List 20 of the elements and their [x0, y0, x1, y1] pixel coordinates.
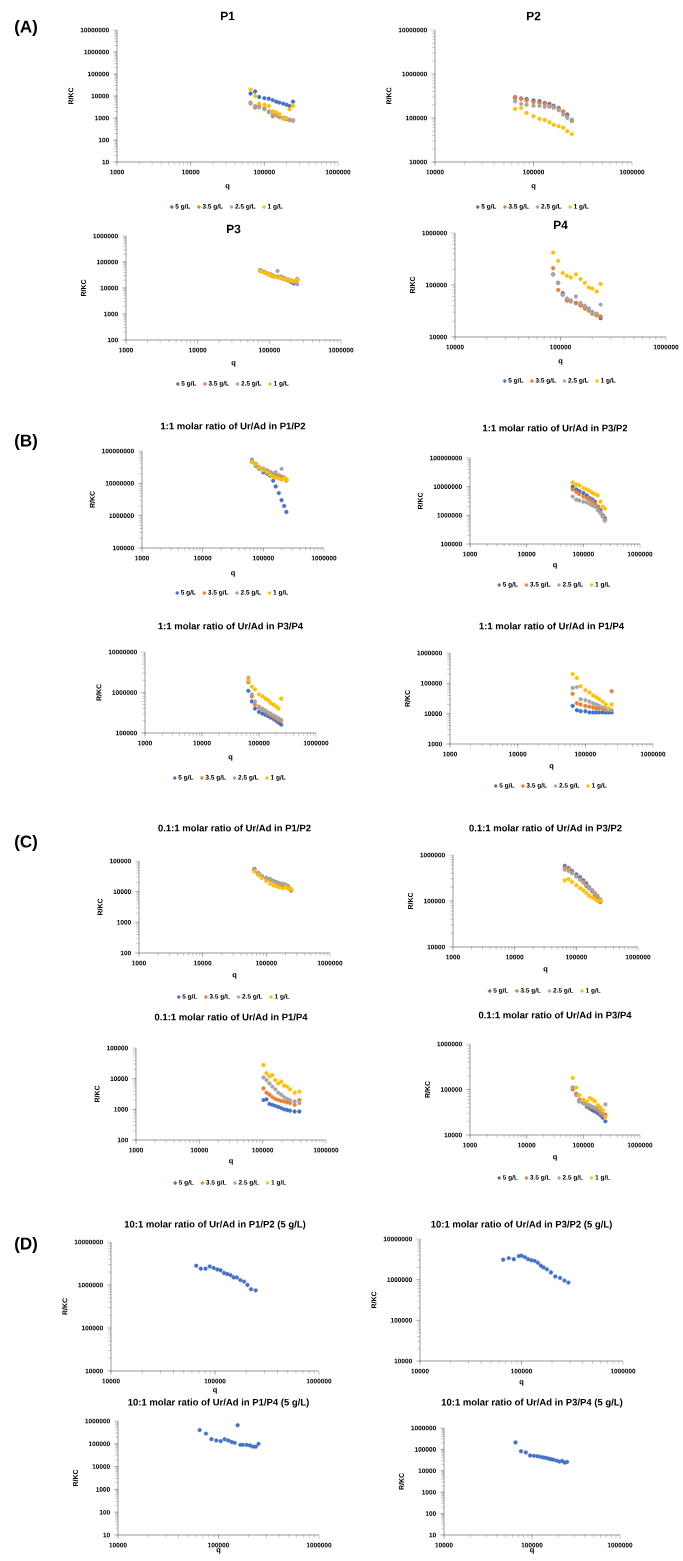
chart-title: 10:1 molar ratio of Ur/Ad in P1/P4 (5 g/L) [128, 1398, 309, 1408]
chart-title: P3 [226, 224, 241, 234]
chart-title: 1:1 molar ratio of Ur/Ad in P1/P2 [161, 422, 306, 430]
chart-title: 1:1 molar ratio of Ur/Ad in P3/P2 [483, 424, 628, 432]
chart-title: P1 [220, 11, 235, 21]
chart-title: 10:1 molar ratio of Ur/Ad in P3/P4 (5 g/L) [441, 1398, 623, 1408]
chart-title: 1:1 molar ratio of Ur/Ad in P3/P4 [158, 622, 304, 630]
chart-title: 0.1:1 molar ratio of Ur/Ad in P1/P2 [158, 824, 311, 832]
chart-title: 10:1 molar ratio of Ur/Ad in P3/P2 (5 g/L) [431, 1220, 612, 1230]
chart-title: 0.1:1 molar ratio of Ur/Ad in P1/P4 [154, 1013, 308, 1021]
text: (C) [15, 835, 37, 851]
chart-title: P2 [526, 11, 541, 21]
chart-title: P4 [553, 220, 568, 230]
text: (B) [15, 434, 37, 450]
chart-title: 1:1 molar ratio of Ur/Ad in P1/P4 [479, 622, 625, 630]
chart-title: 0.1:1 molar ratio of Ur/Ad in P3/P2 [469, 824, 622, 832]
text: (A) [15, 20, 37, 36]
chart-title: 10:1 molar ratio of Ur/Ad in P1/P2 (5 g/L) [124, 1220, 306, 1230]
chart-title: 0.1:1 molar ratio of Ur/Ad in P3/P4 [478, 1011, 632, 1019]
text: (D) [15, 1237, 37, 1253]
